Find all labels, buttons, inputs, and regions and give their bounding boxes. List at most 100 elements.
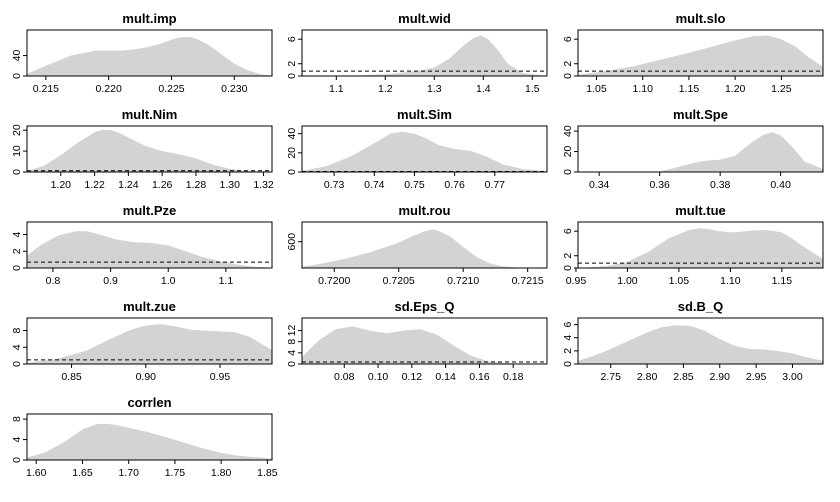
x-tick-label: 1.10 xyxy=(720,275,741,287)
x-tick-label: 0.08 xyxy=(334,371,355,383)
y-tick-label: 6 xyxy=(562,228,574,234)
x-tick-label: 0.85 xyxy=(61,371,82,383)
plot-frame xyxy=(301,221,548,269)
y-tick-label: 0 xyxy=(11,361,23,367)
y-tick-label: 2 xyxy=(11,248,23,254)
x-tick-label: 0.18 xyxy=(503,371,524,383)
y-tick-label: 4 xyxy=(286,350,298,356)
x-tick-label: 0.38 xyxy=(710,179,731,191)
plot-frame xyxy=(26,413,273,461)
x-tick-label: 1.60 xyxy=(26,467,47,479)
y-tick-label: 0 xyxy=(11,457,23,463)
y-tick-label: 0 xyxy=(286,73,298,79)
x-tick-label: 0.95 xyxy=(566,275,587,287)
y-tick-label: 20 xyxy=(286,147,298,159)
y-tick-label: 6 xyxy=(562,36,574,42)
x-tick-label: 0.9 xyxy=(103,275,118,287)
y-tick-label: 0 xyxy=(11,169,23,175)
x-tick-label: 0.75 xyxy=(404,179,425,191)
x-tick-label: 3.00 xyxy=(782,371,803,383)
posterior-density-area xyxy=(27,129,272,172)
x-tick-label: 0.14 xyxy=(435,371,456,383)
y-tick-label: 40 xyxy=(286,128,298,140)
x-tick-label: 0.220 xyxy=(96,83,122,95)
x-tick-label: 0.10 xyxy=(368,371,389,383)
plot-frame xyxy=(26,29,273,77)
y-tick-label: 8 xyxy=(11,327,23,333)
panel-mult-tue: mult.tue 0.95 1.00 1.05 1.10 1.15 0 2 6 xyxy=(562,203,824,287)
x-tick-label: 0.225 xyxy=(158,83,184,95)
x-tick-label: 0.8 xyxy=(46,275,61,287)
y-tick-label: 0 xyxy=(11,73,23,79)
panel-mult-pze: mult.Pze 0.8 0.9 1.0 1.1 0 2 4 xyxy=(11,203,273,287)
panel-title: mult.zue xyxy=(123,299,176,314)
x-tick-label: 1.26 xyxy=(152,179,173,191)
y-tick-label: 4 xyxy=(11,344,23,350)
y-tick-label: 6 xyxy=(562,321,574,327)
x-tick-label: 2.75 xyxy=(600,371,621,383)
panel-title: mult.Nim xyxy=(122,107,178,122)
panel-title: mult.tue xyxy=(675,203,726,218)
x-tick-label: 1.15 xyxy=(679,83,700,95)
y-tick-label: 0 xyxy=(562,73,574,79)
x-tick-label: 1.20 xyxy=(51,179,72,191)
y-tick-label: 20 xyxy=(562,146,574,158)
x-tick-label: 0.215 xyxy=(33,83,59,95)
y-tick-label: 6 xyxy=(286,36,298,42)
y-tick-label: 4 xyxy=(562,335,574,341)
posterior-density-area xyxy=(578,228,823,268)
y-tick-label: 0 xyxy=(562,169,574,175)
y-tick-label: 2 xyxy=(286,61,298,67)
x-tick-label: 0.7200 xyxy=(318,275,350,287)
x-tick-label: 1.30 xyxy=(220,179,241,191)
x-tick-label: 1.1 xyxy=(219,275,234,287)
panel-mult-slo: mult.slo 1.05 1.10 1.15 1.20 1.25 0 2 6 xyxy=(562,11,824,95)
x-tick-label: 1.15 xyxy=(772,275,793,287)
x-tick-label: 1.4 xyxy=(476,83,491,95)
x-tick-label: 1.25 xyxy=(771,83,792,95)
x-tick-label: 1.10 xyxy=(632,83,653,95)
posterior-density-area xyxy=(578,132,823,172)
panel-mult-zue: mult.zue 0.85 0.90 0.95 0 4 8 xyxy=(11,299,273,383)
x-tick-label: 0.12 xyxy=(402,371,423,383)
x-tick-label: 2.90 xyxy=(710,371,731,383)
y-tick-label: 40 xyxy=(11,50,23,62)
plot-frame xyxy=(301,317,548,365)
x-tick-label: 0.36 xyxy=(649,179,670,191)
posterior-density-area xyxy=(302,35,547,76)
x-tick-label: 2.80 xyxy=(637,371,658,383)
x-tick-label: 0.16 xyxy=(469,371,490,383)
posterior-density-area xyxy=(27,37,272,76)
y-tick-label: 0 xyxy=(11,265,23,271)
panel-title: mult.imp xyxy=(122,11,176,26)
x-tick-label: 1.65 xyxy=(72,467,93,479)
posterior-density-area xyxy=(27,324,272,364)
panel-mult-wid: mult.wid 1.1 1.2 1.3 1.4 1.5 0 2 6 xyxy=(286,11,548,95)
y-tick-label: 8 xyxy=(286,339,298,345)
x-tick-label: 0.7210 xyxy=(447,275,479,287)
y-tick-label: 2 xyxy=(562,348,574,354)
x-tick-label: 1.00 xyxy=(617,275,638,287)
y-tick-label: 0 xyxy=(286,169,298,175)
x-tick-label: 0.95 xyxy=(210,371,231,383)
x-tick-label: 0.34 xyxy=(589,179,610,191)
x-tick-label: 1.20 xyxy=(725,83,746,95)
posterior-density-area xyxy=(578,35,823,76)
panel-title: mult.Pze xyxy=(123,203,176,218)
posterior-density-area xyxy=(27,423,272,460)
x-tick-label: 0.74 xyxy=(364,179,385,191)
x-tick-label: 1.22 xyxy=(84,179,105,191)
x-tick-label: 1.32 xyxy=(253,179,274,191)
x-tick-label: 1.75 xyxy=(165,467,186,479)
panel-title: mult.rou xyxy=(399,203,451,218)
posterior-density-area xyxy=(302,229,547,268)
y-tick-label: 40 xyxy=(562,125,574,137)
y-tick-label: 0 xyxy=(286,361,298,367)
x-tick-label: 1.0 xyxy=(161,275,176,287)
plot-frame xyxy=(301,29,548,77)
panel-title: mult.Spe xyxy=(673,107,728,122)
panel-title: mult.Sim xyxy=(397,107,452,122)
plot-frame xyxy=(577,317,824,365)
plot-frame xyxy=(26,317,273,365)
